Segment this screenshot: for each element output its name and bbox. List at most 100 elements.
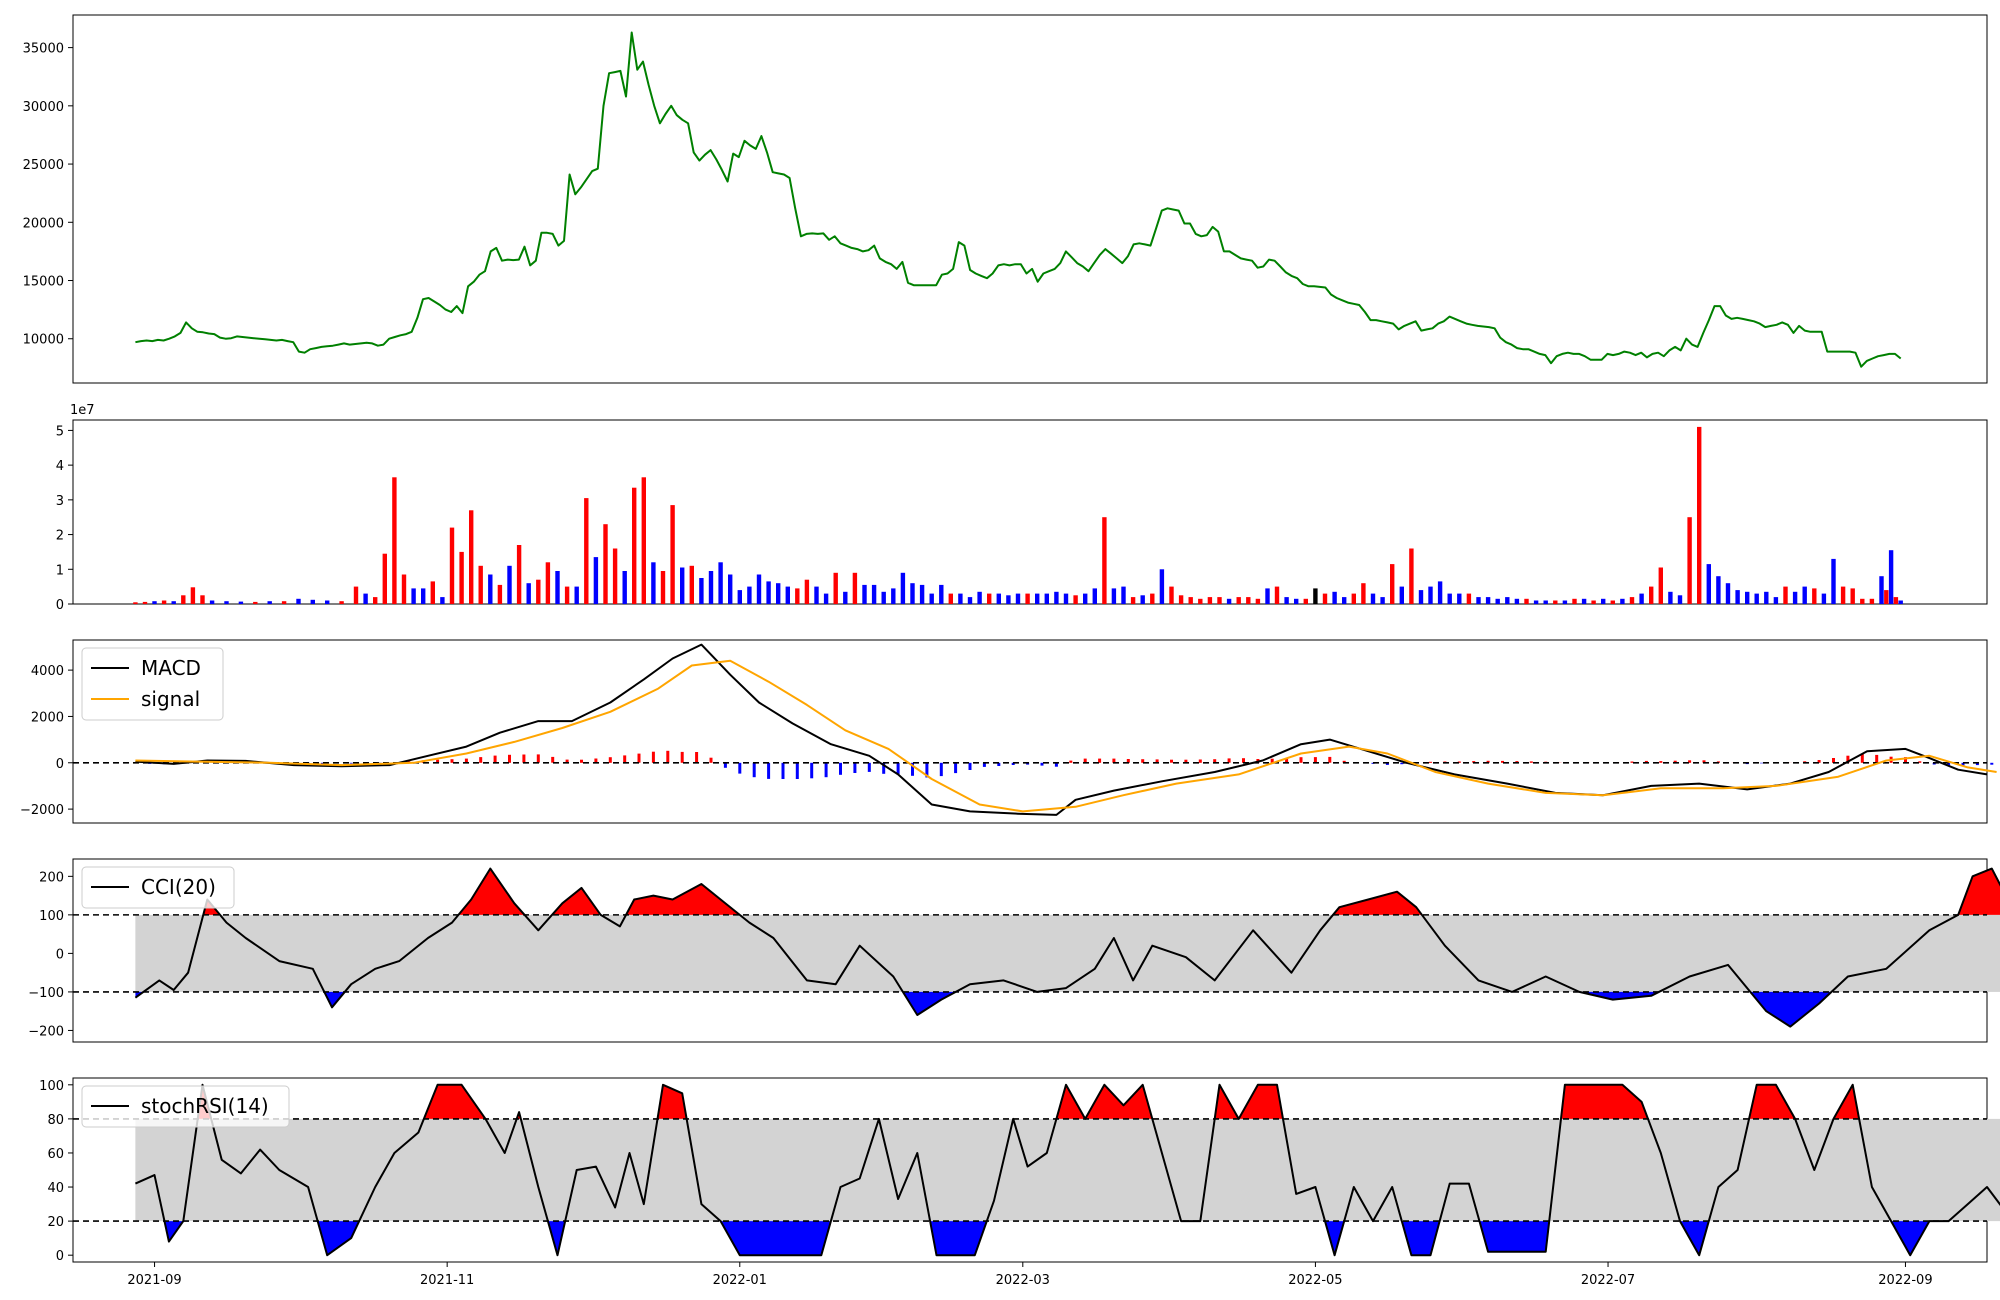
volume-bar [516,545,522,604]
oversold-fill [317,1221,360,1256]
volume-bar [737,590,742,604]
volume-bar [574,586,579,604]
volume-bar [497,584,503,604]
histogram-bar [1098,758,1102,763]
oversold-fill [1401,1221,1440,1256]
volume-bar [1533,600,1539,604]
volume-bar [1111,588,1117,604]
histogram-bar [723,762,727,768]
histogram-bar [1515,761,1519,763]
volume-bar [161,600,167,604]
histogram-bar [1112,758,1116,763]
volume-bar [1553,600,1558,604]
histogram-bar [1904,757,1907,763]
histogram-bar [1227,758,1231,763]
macd-line [135,643,1988,816]
volume-bar [1409,548,1414,604]
y-tick-label: 1 [56,563,64,578]
legend: MACD signal [81,647,224,721]
histogram-bar [1313,757,1317,763]
histogram-bar [1529,761,1533,763]
indicator-line [134,867,2000,1028]
histogram-bar [1026,762,1030,765]
y-tick-label: 4 [56,459,64,474]
volume-bar [622,571,627,604]
histogram-bar [738,762,742,774]
histogram-bar [1213,759,1217,763]
legend-box [81,647,224,721]
legend-label: CCI(20) [141,875,216,899]
histogram-bar [1270,758,1274,763]
volume-bar [1380,597,1385,604]
histogram-bar [479,757,483,763]
volume-bar [1284,597,1289,604]
volume-bar [1121,586,1126,604]
histogram-bar [320,762,324,764]
histogram-bar [522,754,526,763]
legend-label: signal [141,687,200,711]
volume-bar [310,599,315,604]
volume-bar [1562,600,1568,604]
volume-bar [440,597,445,604]
histogram-bar [1932,762,1936,765]
y-tick-label: −2000 [20,803,64,818]
overbought-fill [1833,1084,1860,1119]
x-tick-label: 2021-09 [127,1273,181,1288]
histogram-bar [1688,760,1692,763]
volume-bar [1884,590,1889,604]
volume-bar [200,595,205,604]
volume-bar [1073,595,1078,604]
volume-bar [1054,591,1059,604]
overbought-fill [1333,891,1422,915]
volume-bar [1831,558,1836,604]
volume-bar [795,588,800,604]
volume-bar [1706,564,1711,604]
y-tick-label: 0 [56,1249,64,1264]
oversold-fill [902,991,956,1015]
volume-bar [1159,569,1165,604]
volume-bar [1217,597,1222,604]
overbought-fill [458,868,525,915]
histogram-bar [1501,760,1504,763]
legend-label: stochRSI(14) [141,1094,269,1118]
overbought-fill [552,887,601,915]
volume-bar [171,601,176,604]
volume-bar [660,571,666,604]
volume-bar [545,562,551,604]
x-tick-label: 2021-11 [420,1273,474,1288]
histogram-bar [1673,760,1677,763]
histogram-bar [882,762,886,774]
histogram-bar [464,758,468,763]
volume-bar [1581,598,1587,604]
histogram-bar [1170,759,1173,763]
overbought-fill [657,1084,687,1119]
volume-bar [1764,591,1769,604]
volume-bar [1207,597,1213,604]
volume-panel: 0 1 2 3 4 5 1e7 [56,403,1988,613]
volume-bar [1188,597,1193,604]
y-tick-label: 10000 [23,333,64,348]
volume-bar [1745,591,1750,604]
volume-bar [339,601,344,604]
histogram-bar [853,762,857,773]
volume-bar [1294,598,1299,604]
volume-bar [382,553,387,604]
volume-bar [1505,597,1510,604]
volume-bar [296,598,301,604]
volume-bar [1044,593,1049,604]
volume-bar [1466,593,1472,604]
volume-bar [1035,593,1040,604]
volume-bar [1893,597,1899,604]
volume-bar [526,583,531,604]
overbought-fill [1056,1084,1086,1119]
volume-bar [224,601,229,604]
histogram-bar [551,756,555,763]
macd-panel: −2000 0 2000 4000 MACD signal [20,639,1997,824]
volume-bar [1102,517,1107,604]
volume-bar [1783,586,1788,604]
histogram-bar [1817,760,1821,763]
histogram-bar [349,762,353,764]
volume-bar [603,524,608,604]
volume-bar [1802,586,1807,604]
y-tick-label: 100 [39,909,64,924]
